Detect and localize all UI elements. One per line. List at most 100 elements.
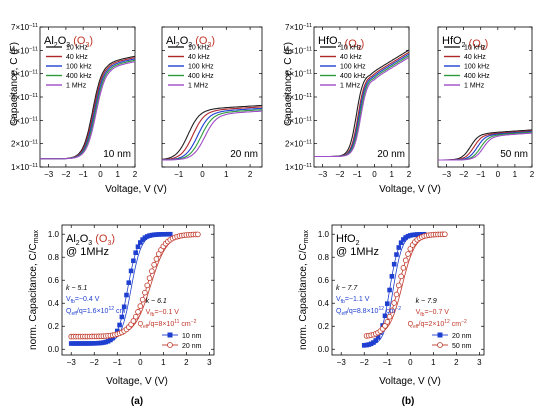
legend-label: 1 MHz [188,83,209,90]
xlabel-bottom-left: Voltage, V (V) [106,376,168,387]
data-point [154,232,159,237]
data-point [71,341,76,346]
chart-title: Al2O3 (O3) [66,233,115,247]
data-point [117,322,122,328]
y-tick-label: 0.4 [318,299,330,308]
x-tick-label: −1 [476,170,486,179]
x-tick-label: 0 [138,358,143,367]
x-tick-label: 1 [161,358,166,367]
data-point [149,268,155,274]
x-tick-label: 1 [116,170,121,179]
data-point [101,340,106,345]
y-tick-label: 7×10−11 [11,23,38,32]
legend-label: 50 nm [452,343,472,350]
data-point [78,341,83,346]
data-point [139,296,146,303]
data-point [133,250,138,256]
data-point [156,232,162,237]
data-point [147,233,152,238]
data-point [124,292,129,298]
data-point [121,304,127,310]
chart-hf_norm: −3 −2 −1 0 1 2 3 0.0 0.2 0.4 0.6 0.8 1.0 HfO2 @ 1MHz 2… [318,224,485,367]
thickness-label: 10 nm [103,149,131,160]
data-point [403,235,408,240]
legend-label: 400 kHz [464,73,490,80]
series-line [162,107,263,161]
data-point [405,233,411,239]
series-line [314,56,410,158]
annotation-q-red: Qeff/q=8×1011 cm−2 [138,319,197,330]
legend-marker [437,332,443,338]
x-tick-label: 2 [530,170,535,179]
data-point [386,313,393,320]
x-tick-label: −2 [335,170,345,179]
data-point [384,301,390,306]
data-point [398,273,404,280]
series-line [314,55,410,158]
data-point [384,319,391,325]
x-tick-label: 1 [390,170,395,179]
data-point [389,274,395,279]
data-point [195,231,201,238]
y-tick-label: 0.4 [48,299,60,308]
data-point [94,340,99,346]
y-tick-label: 7×10−11 [285,23,312,32]
y-tick-label: 3×10−11 [11,116,38,125]
svg-text:norm. Capacitance, C/Cmax: norm. Capacitance, C/Cmax [298,230,310,350]
x-tick-label: 0 [98,170,103,179]
data-point [167,231,173,237]
x-tick-label: −1 [113,358,123,367]
legend-label: 100 kHz [464,64,490,71]
data-point [89,341,95,346]
data-point [149,232,155,238]
data-point [163,231,168,237]
x-tick-label: 2 [184,358,189,367]
data-point [135,309,141,315]
x-tick-label: −1 [353,170,363,179]
legend-label: 10 kHz [66,45,88,52]
data-point [361,343,367,348]
data-point [135,244,141,250]
legend-label: 20 nm [452,333,472,340]
x-tick-label: 0 [200,170,205,179]
y-tick-label: 1.0 [48,230,60,239]
x-tick-label: −3 [67,358,77,367]
data-point [398,240,404,245]
data-point [142,235,148,241]
data-point [394,252,399,257]
annotation-k-red: k ~ 7.9 [416,298,437,305]
annotation-k-blue: k ~ 7.7 [336,285,358,292]
panel-label-a: (a) [131,396,143,407]
data-point [405,251,411,257]
chart-al_10: −3 −2 −1 0 1 2 1×10−11 2×10−11 3×10−11 4×10−11 5×1… [11,23,138,179]
ylabel-capacitance-right: Capacitance, C (F) [283,42,294,126]
x-tick-label: 2 [407,170,412,179]
ylabel-norm-right: norm. Capacitance, C/Cmax [298,230,310,350]
data-point [364,342,369,348]
data-point [395,282,402,289]
data-point [393,291,400,298]
annotation-vfb-red: Vfb=−0.7 V [416,309,450,318]
data-point [130,318,137,324]
x-tick-label: −3 [44,170,54,179]
data-point [387,287,392,293]
x-tick-label: −3 [318,170,328,179]
data-point [103,339,109,345]
data-point [144,234,150,239]
x-tick-label: 0 [372,170,377,179]
data-point [161,231,166,237]
data-point [82,341,88,346]
xlabel-top-right: Voltage, V (V) [379,184,441,195]
thickness-label: 50 nm [500,149,528,160]
series-line [40,61,136,160]
annotation-q-red: Qeff/q=2×1012 cm−2 [408,319,467,330]
legend-label: 40 kHz [66,54,88,61]
data-point [151,261,157,268]
legend-label: 1 MHz [464,83,485,90]
x-tick-label: −2 [61,170,71,179]
data-point [368,341,374,347]
frequency-label: @ 1MHz [336,246,379,258]
legend-label: 10 kHz [340,45,362,52]
chart-al_20: −1 0 1 2 Al2O3 (O3) 20 nm 10 kHz 40 kHz 100 kHz 4… [161,26,263,179]
